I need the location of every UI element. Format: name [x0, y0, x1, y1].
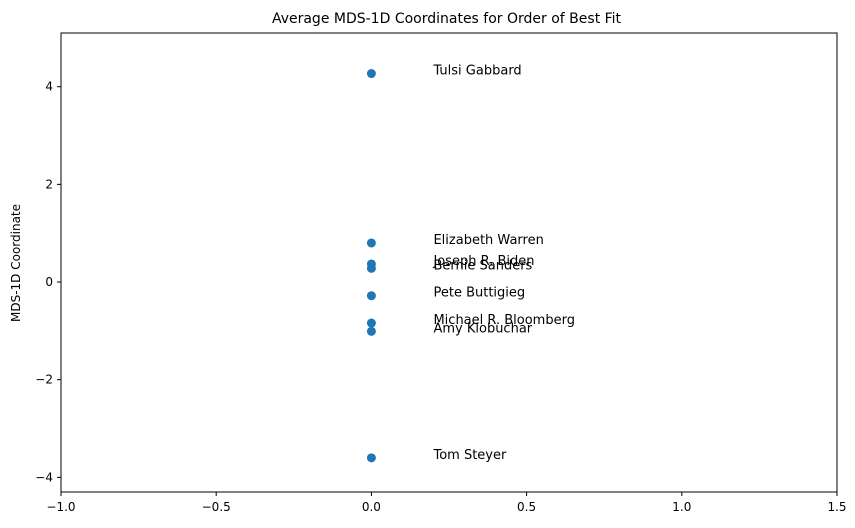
x-tick-label: 1.5 [827, 500, 846, 514]
data-point [366, 326, 376, 336]
point-label: Tom Steyer [432, 448, 507, 463]
data-point [366, 263, 376, 273]
plot-area-frame [60, 32, 838, 493]
point-label: Amy Klobuchar [433, 321, 532, 336]
y-tick-label: −4 [35, 470, 53, 484]
x-tick-label: 0.0 [362, 500, 381, 514]
data-point [366, 318, 376, 328]
x-tick-label: −0.5 [202, 500, 231, 514]
y-tick-label: 4 [45, 80, 53, 94]
point-label: Joseph R. Biden [432, 254, 534, 269]
y-tick-label: 2 [45, 177, 53, 191]
y-tick-label: 0 [45, 275, 53, 289]
point-label: Tulsi Gabbard [432, 64, 521, 79]
x-tick-label: 0.5 [517, 500, 536, 514]
chart-title: Average MDS-1D Coordinates for Order of … [272, 11, 622, 27]
data-point [366, 238, 376, 248]
data-point [366, 291, 376, 301]
point-labels: Tulsi Gabbard Elizabeth Warren Joseph R. B… [432, 64, 574, 463]
point-label: Pete Buttigieg [433, 286, 525, 301]
x-tick-label: −1.0 [46, 500, 75, 514]
point-label: Michael R. Bloomberg [433, 313, 574, 328]
x-tick-label: 1.0 [672, 500, 691, 514]
y-axis-label: MDS-1D Coordinate [9, 204, 23, 322]
point-label: Bernie Sanders [433, 258, 532, 273]
data-points [366, 69, 376, 463]
point-label: Elizabeth Warren [433, 233, 543, 248]
data-point [366, 453, 376, 463]
axis-ticks: −1.0 −0.5 0.0 0.5 1.0 1.5 −4 −2 0 2 4 [35, 80, 846, 514]
data-point [366, 69, 376, 79]
y-tick-label: −2 [35, 373, 53, 387]
